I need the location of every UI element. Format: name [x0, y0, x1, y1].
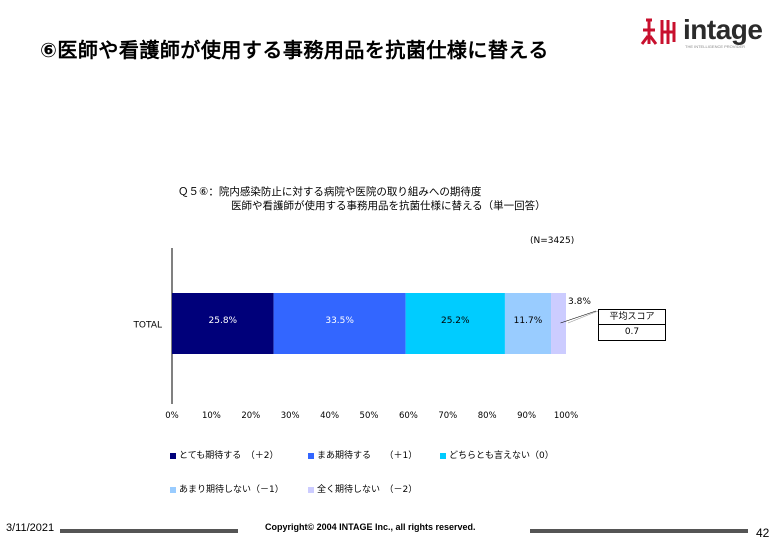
legend-label: 全く期待しない （－2）: [317, 485, 418, 495]
question-line-2: 医師や看護師が使用する事務用品を抗菌仕様に替える（単一回答）: [231, 200, 546, 212]
legend-item: 全く期待しない （－2）: [308, 482, 417, 495]
x-tick-label: 20%: [241, 411, 260, 421]
average-score-box: 平均スコア 0.7: [598, 309, 666, 341]
legend-item: あまり期待しない（－1）: [170, 482, 284, 495]
x-tick-label: 10%: [202, 411, 221, 421]
x-tick-label: 80%: [478, 411, 497, 421]
callout-line: [560, 310, 597, 324]
score-callout-line: [567, 310, 599, 324]
logo-mark-icon: [640, 18, 676, 45]
data-label: 25.8%: [209, 316, 238, 326]
bar-segment: [405, 293, 505, 354]
x-tick-label: 50%: [360, 411, 379, 421]
bar-segment: [504, 293, 552, 354]
data-label: 11.7%: [514, 316, 543, 326]
data-label: 33.5%: [325, 316, 354, 326]
bar-segment: [273, 293, 406, 354]
x-tick-label: 100%: [554, 411, 578, 421]
legend-label: あまり期待しない（－1）: [179, 485, 284, 495]
legend-label: どちらとも言えない（0）: [449, 451, 554, 461]
legend-item: まあ期待する （＋1）: [308, 448, 417, 461]
footer-rule-left: [60, 529, 238, 533]
intage-logo: [640, 18, 676, 45]
question-line-1: Ｑ５⑥：院内感染防止に対する病院や医院の取り組みへの期待度: [178, 186, 482, 198]
legend-label: まあ期待する （＋1）: [317, 451, 418, 461]
legend-swatch: [170, 486, 176, 493]
legend-swatch: [170, 452, 176, 459]
sample-size: (N=3425): [530, 236, 575, 246]
data-label: 3.8%: [568, 297, 591, 307]
footer-date: 3/11/2021: [6, 522, 55, 534]
average-score-label: 平均スコア: [599, 310, 665, 325]
stacked-bar-chart: TOTAL 25.8% 33.5% 25.2% 11.7% 3.8% 0% 10% 20% 30%…: [132, 248, 599, 421]
bar-segment: [551, 293, 566, 354]
logo-wordmark: intage: [683, 14, 763, 45]
legend-item: どちらとも言えない（0）: [440, 448, 554, 461]
category-label: TOTAL: [132, 321, 162, 331]
x-tick-label: 30%: [281, 411, 300, 421]
x-tick-label: 90%: [517, 411, 536, 421]
legend-label: とても期待する （＋2）: [179, 451, 279, 461]
x-tick-label: 0%: [165, 411, 179, 421]
legend-swatch: [308, 486, 314, 493]
x-tick-label: 70%: [438, 411, 457, 421]
x-tick-label: 40%: [320, 411, 339, 421]
footer-copyright: Copyright© 2004 INTAGE Inc., all rights …: [265, 522, 476, 532]
footer-rule-right: [530, 529, 748, 533]
legend-swatch: [308, 452, 314, 459]
slide-title: ⑥医師や看護師が使用する事務用品を抗菌仕様に替える: [40, 38, 549, 62]
x-tick-label: 60%: [399, 411, 418, 421]
data-label: 25.2%: [441, 316, 470, 326]
page-number: 42: [756, 526, 770, 540]
bar-segment: [172, 293, 274, 354]
legend-item: とても期待する （＋2）: [170, 448, 279, 461]
logo-tagline: THE INTELLIGENCE PROVIDER: [685, 44, 746, 49]
legend-swatch: [440, 452, 446, 459]
average-score-value: 0.7: [624, 327, 640, 337]
